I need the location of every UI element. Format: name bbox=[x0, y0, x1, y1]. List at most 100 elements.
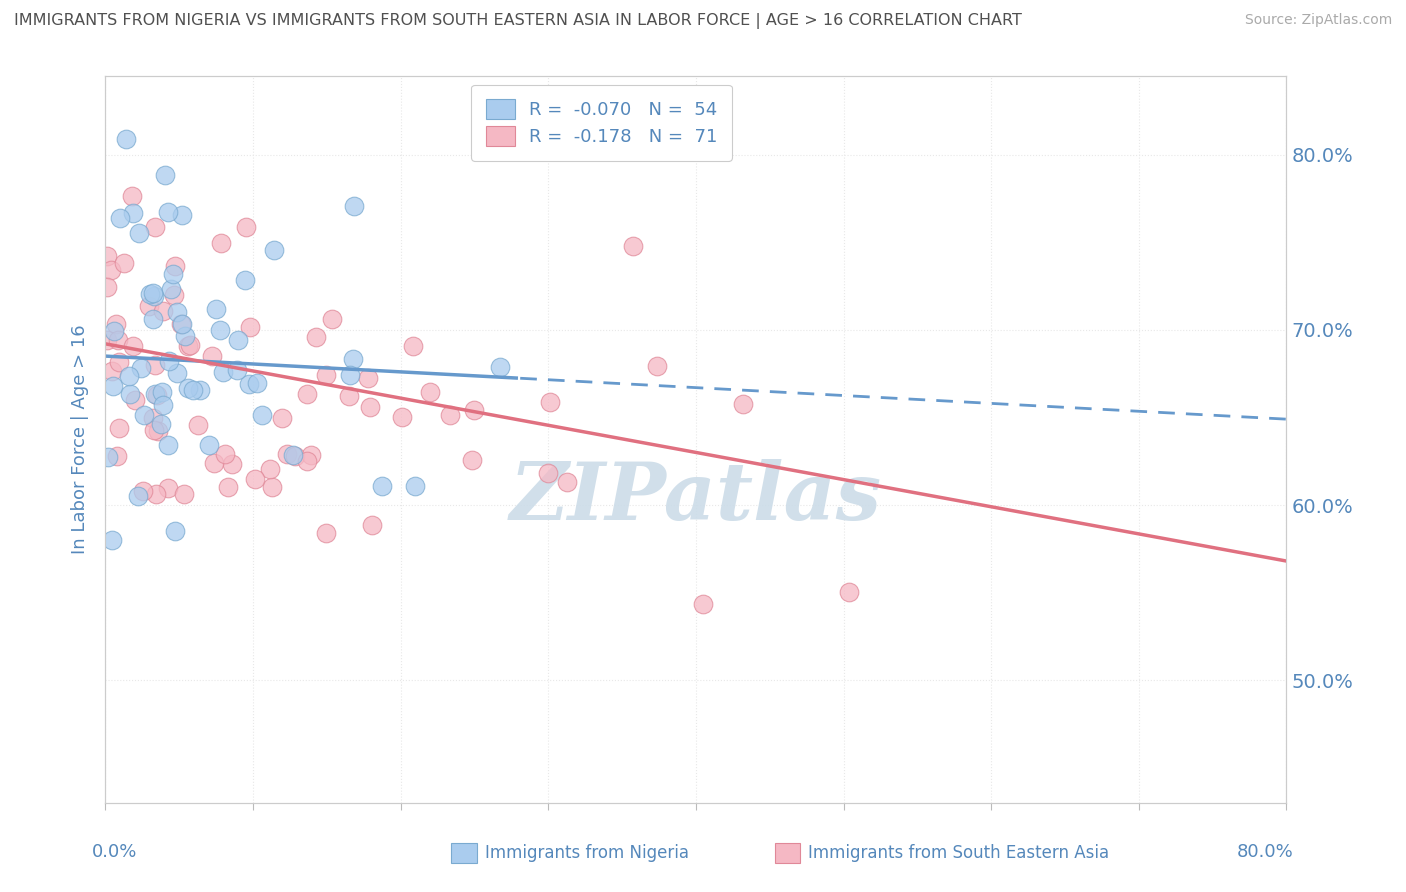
Point bbox=[115, 132, 138, 146]
Point bbox=[238, 377, 260, 392]
Point bbox=[212, 364, 235, 378]
Point bbox=[174, 329, 197, 343]
Point bbox=[97, 450, 120, 465]
Point bbox=[162, 288, 184, 302]
Point bbox=[112, 256, 135, 270]
Text: 0.0%: 0.0% bbox=[91, 843, 136, 861]
Point bbox=[463, 403, 485, 417]
Point bbox=[205, 302, 228, 317]
Point bbox=[156, 438, 179, 452]
Point bbox=[217, 480, 239, 494]
Point bbox=[315, 368, 337, 383]
Point bbox=[129, 360, 152, 375]
Point bbox=[645, 359, 668, 373]
Point bbox=[371, 479, 394, 493]
Point bbox=[143, 219, 166, 234]
Point bbox=[226, 334, 249, 348]
Point bbox=[297, 387, 319, 401]
Point bbox=[100, 364, 122, 378]
Point bbox=[170, 318, 193, 332]
Point bbox=[162, 267, 184, 281]
Point bbox=[120, 387, 142, 401]
Point bbox=[263, 243, 285, 257]
Point bbox=[170, 317, 193, 331]
Point bbox=[419, 384, 441, 399]
Point bbox=[360, 518, 382, 533]
Point bbox=[235, 219, 257, 234]
Point bbox=[157, 481, 180, 495]
Point bbox=[198, 438, 221, 452]
Point bbox=[150, 385, 173, 400]
Point bbox=[202, 456, 225, 470]
Point bbox=[142, 423, 165, 437]
Point bbox=[157, 353, 180, 368]
Text: Source: ZipAtlas.com: Source: ZipAtlas.com bbox=[1244, 13, 1392, 28]
Point bbox=[321, 311, 343, 326]
Point bbox=[145, 487, 167, 501]
Point bbox=[208, 323, 231, 337]
Text: Immigrants from South Eastern Asia: Immigrants from South Eastern Asia bbox=[808, 844, 1109, 862]
Point bbox=[176, 381, 198, 395]
Point bbox=[108, 355, 131, 369]
Point bbox=[96, 279, 118, 293]
Point bbox=[142, 286, 165, 301]
Point bbox=[621, 239, 644, 253]
Point bbox=[276, 447, 298, 461]
Point bbox=[177, 339, 200, 353]
Point bbox=[96, 333, 118, 347]
Point bbox=[145, 358, 167, 372]
Point bbox=[402, 339, 425, 353]
Point bbox=[250, 408, 273, 422]
Point bbox=[259, 462, 281, 476]
Point bbox=[305, 330, 328, 344]
Point bbox=[838, 585, 860, 599]
Point bbox=[238, 319, 260, 334]
Point bbox=[108, 420, 131, 434]
Point bbox=[315, 526, 337, 541]
Point bbox=[339, 368, 361, 382]
Point bbox=[342, 351, 364, 366]
Point bbox=[110, 211, 132, 226]
Point bbox=[139, 287, 162, 301]
Point bbox=[124, 393, 146, 408]
Point bbox=[152, 398, 174, 412]
Point bbox=[107, 333, 129, 347]
Point bbox=[173, 487, 195, 501]
Point bbox=[270, 410, 292, 425]
Text: 80.0%: 80.0% bbox=[1237, 843, 1294, 861]
Point bbox=[105, 449, 128, 463]
Point bbox=[141, 311, 163, 326]
Point bbox=[555, 475, 578, 489]
Point bbox=[201, 349, 224, 363]
Point bbox=[243, 472, 266, 486]
Point bbox=[166, 366, 188, 380]
Point bbox=[488, 360, 510, 375]
Point bbox=[128, 226, 150, 240]
Point bbox=[146, 388, 169, 402]
Point bbox=[260, 480, 283, 494]
Point bbox=[731, 396, 754, 410]
Point bbox=[225, 363, 247, 377]
Point bbox=[538, 394, 561, 409]
Point bbox=[134, 408, 156, 422]
Point bbox=[149, 417, 172, 431]
Point bbox=[359, 400, 381, 414]
Point bbox=[186, 417, 208, 432]
Point bbox=[146, 424, 169, 438]
Point bbox=[221, 457, 243, 471]
Point bbox=[143, 387, 166, 401]
Point bbox=[96, 248, 118, 262]
Point bbox=[152, 303, 174, 318]
Point bbox=[142, 288, 165, 302]
Point bbox=[188, 383, 211, 397]
Point bbox=[337, 389, 360, 403]
Point bbox=[284, 450, 307, 464]
Point bbox=[299, 448, 322, 462]
Point bbox=[121, 206, 143, 220]
Point bbox=[343, 199, 366, 213]
Point bbox=[101, 533, 124, 548]
Point bbox=[214, 447, 236, 461]
Point bbox=[153, 168, 176, 182]
Point bbox=[105, 317, 128, 331]
Point bbox=[156, 205, 179, 219]
